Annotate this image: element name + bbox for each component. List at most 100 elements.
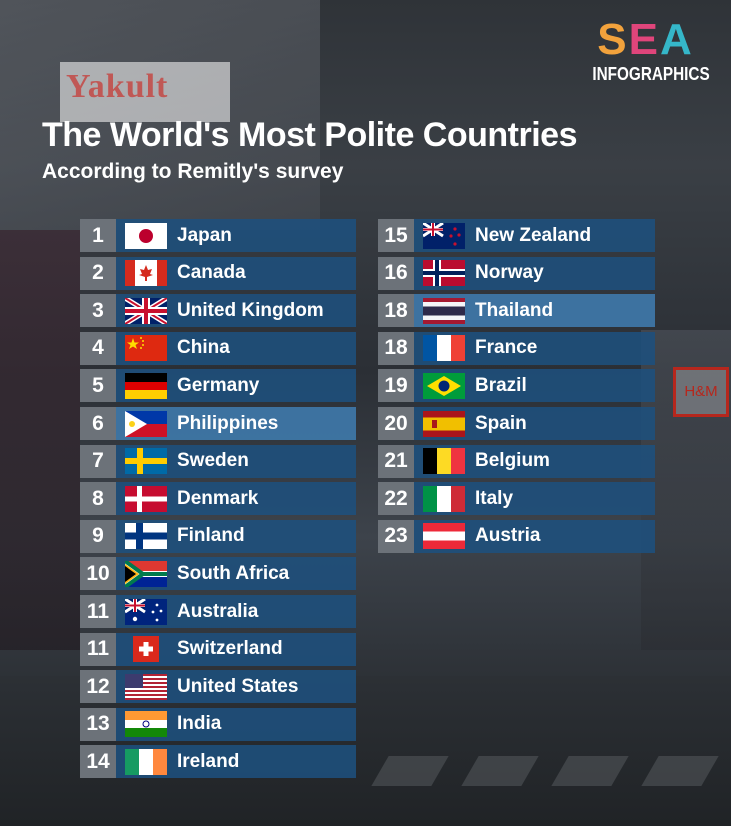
ranking-row: 9 Finland [80, 519, 356, 553]
country-bar: France [414, 331, 655, 365]
country-bar: India [116, 707, 356, 741]
country-name: Denmark [177, 487, 259, 509]
ranking-row: 18 France [378, 331, 655, 365]
ranking-row: 2 Canada [80, 256, 356, 290]
usa-flag-icon [125, 673, 167, 700]
ranking-row: 3 United Kingdom [80, 294, 356, 328]
country-bar: Thailand [414, 294, 655, 328]
ranking-row: 14 Ireland [80, 745, 356, 779]
ranking-row: 7 Sweden [80, 444, 356, 478]
belgium-flag-icon [423, 448, 465, 475]
rank-number: 8 [80, 482, 116, 516]
country-bar: Brazil [414, 369, 655, 403]
country-name: Belgium [475, 450, 550, 472]
country-bar: Germany [116, 369, 356, 403]
country-bar: Ireland [116, 745, 356, 779]
ranking-row: 23 Austria [378, 519, 655, 553]
country-bar: Canada [116, 256, 356, 290]
country-name: France [475, 337, 538, 359]
ranking-row: 10 South Africa [80, 557, 356, 591]
ranking-row: 11 Switzerland [80, 632, 356, 666]
austria-flag-icon [423, 523, 465, 550]
country-bar: Spain [414, 407, 655, 440]
canada-flag-icon [125, 260, 167, 287]
rank-number: 12 [80, 670, 116, 704]
rank-number: 2 [80, 256, 116, 290]
rank-number: 3 [80, 294, 116, 328]
rank-number: 6 [80, 407, 116, 440]
country-name: Spain [475, 412, 527, 434]
country-name: Switzerland [177, 638, 283, 660]
country-bar: Sweden [116, 444, 356, 478]
country-bar: Norway [414, 256, 655, 290]
country-name: Philippines [177, 412, 279, 434]
denmark-flag-icon [125, 485, 167, 512]
country-bar: Italy [414, 482, 655, 516]
ranking-row: 13 India [80, 707, 356, 741]
ranking-row: 21 Belgium [378, 444, 655, 478]
ireland-flag-icon [125, 748, 167, 775]
country-name: India [177, 713, 222, 735]
germany-flag-icon [125, 372, 167, 399]
ranking-row: 20 Spain [378, 407, 655, 440]
philippines-flag-icon [125, 410, 167, 437]
logo-subtitle: INFOGRAPHICS [592, 64, 710, 84]
rank-number: 11 [80, 632, 116, 666]
page-title: The World's Most Polite Countries [42, 116, 578, 154]
country-bar: Japan [116, 219, 356, 252]
background-sign-hm: H&M [673, 367, 729, 417]
china-flag-icon [125, 335, 167, 362]
ranking-row: 1 Japan [80, 219, 356, 252]
france-flag-icon [423, 335, 465, 362]
country-name: Finland [177, 525, 245, 547]
country-name: China [177, 337, 230, 359]
rank-number: 11 [80, 595, 116, 628]
rank-number: 13 [80, 707, 116, 741]
country-name: Thailand [475, 299, 554, 321]
country-name: South Africa [177, 562, 290, 584]
ranking-row: 4 China [80, 331, 356, 365]
ranking-row: 18 Thailand [378, 294, 655, 328]
rank-number: 10 [80, 557, 116, 591]
page-subtitle: According to Remitly's survey [42, 160, 344, 183]
country-bar: Finland [116, 519, 356, 553]
country-name: Australia [177, 600, 259, 622]
norway-flag-icon [423, 260, 465, 287]
rank-number: 5 [80, 369, 116, 403]
country-bar: Denmark [116, 482, 356, 516]
ranking-row: 6 Philippines [80, 407, 356, 440]
japan-flag-icon [125, 222, 167, 249]
logo-letters: SEA [597, 15, 694, 64]
rank-number: 18 [378, 331, 414, 365]
thailand-flag-icon [423, 297, 465, 324]
rank-number: 15 [378, 219, 414, 252]
ranking-row: 22 Italy [378, 482, 655, 516]
country-bar: United Kingdom [116, 294, 356, 328]
country-name: Austria [475, 525, 541, 547]
country-bar: Austria [414, 519, 655, 553]
australia-flag-icon [125, 598, 167, 625]
country-name: Ireland [177, 750, 240, 772]
ranking-row: 8 Denmark [80, 482, 356, 516]
rank-number: 22 [378, 482, 414, 516]
ranking-row: 16 Norway [378, 256, 655, 290]
country-bar: South Africa [116, 557, 356, 591]
country-name: United States [177, 675, 299, 697]
india-flag-icon [125, 711, 167, 738]
brazil-flag-icon [423, 372, 465, 399]
rank-number: 18 [378, 294, 414, 328]
rank-number: 19 [378, 369, 414, 403]
country-bar: United States [116, 670, 356, 704]
rank-number: 14 [80, 745, 116, 779]
italy-flag-icon [423, 485, 465, 512]
switzerland-flag-icon [133, 636, 159, 663]
south-africa-flag-icon [125, 560, 167, 587]
ranking-row: 15 New Zealand [378, 219, 655, 252]
rank-number: 20 [378, 407, 414, 440]
country-bar: China [116, 331, 356, 365]
ranking-row: 5 Germany [80, 369, 356, 403]
country-name: New Zealand [475, 224, 592, 246]
sea-infographics-logo: SEA INFOGRAPHICS [583, 15, 710, 85]
rank-number: 7 [80, 444, 116, 478]
ranking-row: 12 United States [80, 670, 356, 704]
